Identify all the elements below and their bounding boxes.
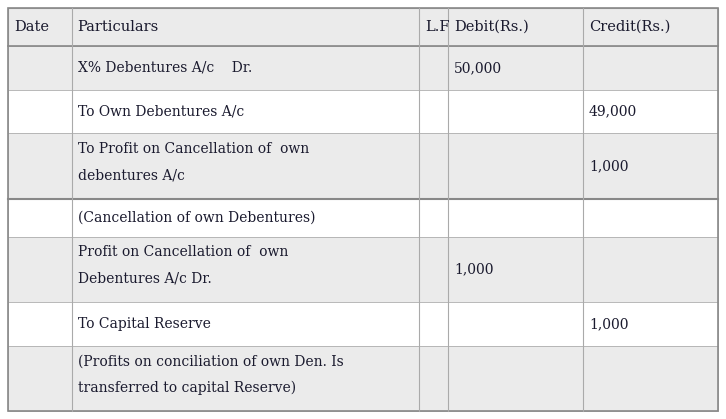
Text: To Own Debentures A/c: To Own Debentures A/c <box>78 104 244 119</box>
Text: L.F: L.F <box>425 20 449 34</box>
Text: Profit on Cancellation of  own: Profit on Cancellation of own <box>78 246 288 259</box>
Text: 1,000: 1,000 <box>454 262 494 277</box>
Text: Debit(Rs.): Debit(Rs.) <box>454 20 529 34</box>
Text: debentures A/c: debentures A/c <box>78 168 184 182</box>
Text: (Profits on conciliation of own Den. Is: (Profits on conciliation of own Den. Is <box>78 354 343 368</box>
Text: Credit(Rs.): Credit(Rs.) <box>589 20 670 34</box>
Text: Particulars: Particulars <box>78 20 159 34</box>
Text: To Capital Reserve: To Capital Reserve <box>78 317 211 331</box>
Text: To Profit on Cancellation of  own: To Profit on Cancellation of own <box>78 142 309 156</box>
Text: Debentures A/c Dr.: Debentures A/c Dr. <box>78 272 211 286</box>
Text: 50,000: 50,000 <box>454 61 502 75</box>
Bar <box>8 8 718 46</box>
Text: (Cancellation of own Debentures): (Cancellation of own Debentures) <box>78 211 315 225</box>
Text: 1,000: 1,000 <box>589 317 629 331</box>
Bar <box>8 199 718 237</box>
Text: X% Debentures A/c    Dr.: X% Debentures A/c Dr. <box>78 61 252 75</box>
Text: 49,000: 49,000 <box>589 104 637 119</box>
Text: Date: Date <box>14 20 49 34</box>
Text: 1,000: 1,000 <box>589 159 629 173</box>
Text: transferred to capital Reserve): transferred to capital Reserve) <box>78 380 295 395</box>
